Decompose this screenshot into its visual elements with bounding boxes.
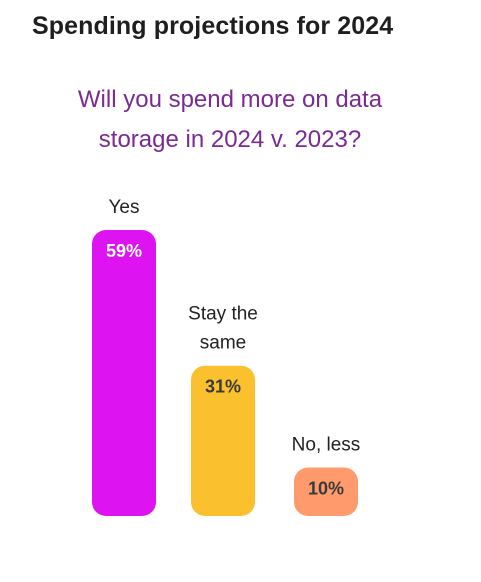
category-label-2-line-1: Stay the [188, 304, 258, 325]
category-label-2-line-2: same [200, 333, 246, 354]
chart-question-line-1: Will you spend more on data [77, 86, 383, 113]
value-label-3: 10% [308, 479, 344, 499]
value-label-1: 59% [106, 241, 142, 261]
category-label-1: Yes [109, 197, 140, 218]
chart-question: Will you spend more on data storage in 2… [40, 80, 420, 160]
bar-1 [92, 230, 156, 516]
page-title: Spending projections for 2024 [32, 12, 394, 40]
category-label-3: No, less [292, 435, 361, 456]
chart-question-line-2: storage in 2024 v. 2023? [98, 126, 362, 153]
bar-3 [294, 467, 358, 516]
bar-2 [191, 365, 255, 516]
value-label-2: 31% [205, 377, 241, 397]
